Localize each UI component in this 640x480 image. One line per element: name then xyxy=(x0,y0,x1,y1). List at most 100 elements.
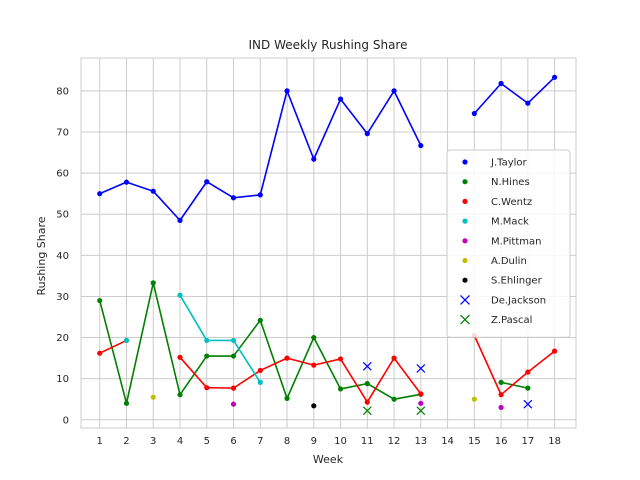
series-de-jackson xyxy=(362,361,533,409)
data-point-n-hines xyxy=(150,280,156,286)
x-tick-label: 7 xyxy=(257,436,263,447)
data-point-c-wentz xyxy=(551,348,558,354)
data-point-j-taylor xyxy=(230,195,237,201)
series-z-pascal xyxy=(362,406,426,416)
data-point-m-mack xyxy=(230,337,237,344)
series-line-c-wentz xyxy=(473,335,556,396)
x-tick-label: 9 xyxy=(311,436,317,447)
data-point-c-wentz xyxy=(337,356,344,362)
data-point-n-hines xyxy=(525,385,531,391)
x-tick-label: 16 xyxy=(495,436,508,447)
x-tick-label: 14 xyxy=(441,436,454,447)
series-n-hines xyxy=(97,280,531,406)
legend-marker-j-taylor xyxy=(462,159,468,165)
x-axis-title: Week xyxy=(313,453,344,466)
x-tick-label: 6 xyxy=(230,436,236,447)
data-point-n-hines xyxy=(498,379,504,385)
data-point-n-hines xyxy=(177,392,183,398)
legend-marker-de-jackson xyxy=(460,294,470,305)
legend-label-j-taylor: J.Taylor xyxy=(490,158,528,169)
series-c-wentz xyxy=(97,332,558,405)
data-point-z-pascal xyxy=(362,406,372,416)
data-point-n-hines xyxy=(284,395,290,401)
legend-marker-c-wentz xyxy=(462,198,468,204)
y-tick-label: 70 xyxy=(56,128,69,139)
data-point-j-taylor xyxy=(471,110,477,117)
data-point-n-hines xyxy=(257,317,263,323)
data-point-j-taylor xyxy=(204,179,210,185)
x-tick-label: 10 xyxy=(334,436,347,447)
x-tick-label: 3 xyxy=(150,436,156,447)
legend-marker-z-pascal xyxy=(460,314,470,325)
legend-marker-s-ehlinger xyxy=(462,277,468,283)
data-point-c-wentz xyxy=(257,367,263,374)
x-tick-label: 18 xyxy=(548,436,561,447)
series-a-dulin xyxy=(150,394,477,402)
data-point-m-mack xyxy=(257,379,263,385)
x-tick-label: 4 xyxy=(177,436,183,447)
x-tick-label: 11 xyxy=(361,436,374,447)
data-point-m-mack xyxy=(177,292,183,298)
data-point-c-wentz xyxy=(311,362,317,368)
data-point-c-wentz xyxy=(204,385,210,391)
y-tick-label: 80 xyxy=(56,86,69,97)
data-point-j-taylor xyxy=(364,131,370,137)
legend-label-m-mack: M.Mack xyxy=(491,217,529,228)
data-point-n-hines xyxy=(204,353,210,359)
data-point-j-taylor xyxy=(391,88,397,94)
data-point-de-jackson xyxy=(362,361,372,371)
y-tick-label: 40 xyxy=(56,251,69,262)
data-point-j-taylor xyxy=(284,88,290,94)
data-point-m-mack xyxy=(204,337,210,344)
y-tick-label: 60 xyxy=(56,169,69,180)
legend-label-a-dulin: A.Dulin xyxy=(491,256,527,267)
legend-label-n-hines: N.Hines xyxy=(491,177,530,188)
data-point-c-wentz xyxy=(418,391,424,397)
x-tick-label: 2 xyxy=(123,436,129,447)
x-tick-label: 15 xyxy=(468,436,481,447)
data-point-s-ehlinger xyxy=(311,403,317,409)
data-point-j-taylor xyxy=(418,142,424,149)
data-point-n-hines xyxy=(311,334,317,341)
x-tick-label: 17 xyxy=(521,436,534,447)
data-point-m-pittman xyxy=(498,404,504,411)
legend-marker-m-pittman xyxy=(462,238,468,244)
legend-marker-m-mack xyxy=(462,218,468,224)
legend-label-s-ehlinger: S.Ehlinger xyxy=(491,276,543,287)
series-line-c-wentz xyxy=(179,356,422,403)
data-point-c-wentz xyxy=(525,369,531,375)
data-point-c-wentz xyxy=(177,354,183,360)
data-point-j-taylor xyxy=(97,191,103,197)
legend-marker-n-hines xyxy=(462,179,468,185)
data-point-c-wentz xyxy=(230,385,237,391)
data-point-m-mack xyxy=(123,337,130,344)
data-point-j-taylor xyxy=(177,217,183,223)
chart-title: IND Weekly Rushing Share xyxy=(249,38,408,52)
x-tick-label: 12 xyxy=(388,436,401,447)
legend-label-z-pascal: Z.Pascal xyxy=(491,315,532,326)
y-tick-label: 30 xyxy=(56,292,69,303)
data-point-n-hines xyxy=(337,386,344,392)
data-point-a-dulin xyxy=(150,394,156,400)
series-line-n-hines xyxy=(500,381,529,389)
plot-frame xyxy=(80,57,577,429)
y-tick-label: 0 xyxy=(63,415,69,426)
data-point-n-hines xyxy=(391,396,397,402)
data-point-j-taylor xyxy=(525,100,531,106)
data-point-a-dulin xyxy=(471,396,477,402)
data-point-de-jackson xyxy=(523,399,533,409)
series xyxy=(97,74,558,416)
data-point-z-pascal xyxy=(416,406,426,416)
series-line-j-taylor xyxy=(473,76,556,115)
data-point-c-wentz xyxy=(391,355,397,361)
y-axis-ticks: 0 10 20 30 40 50 60 70 80 xyxy=(56,86,69,426)
x-tick-label: 1 xyxy=(97,436,103,447)
series-s-ehlinger xyxy=(311,403,317,409)
legend: J.Taylor N.Hines C.Wentz M.Mack M.Pittman A.D… xyxy=(446,149,571,338)
data-point-c-wentz xyxy=(284,355,290,361)
data-point-c-wentz xyxy=(97,350,103,356)
data-point-c-wentz xyxy=(364,399,370,405)
x-tick-label: 8 xyxy=(284,436,290,447)
data-point-m-pittman xyxy=(230,401,237,407)
data-point-c-wentz xyxy=(498,392,504,398)
